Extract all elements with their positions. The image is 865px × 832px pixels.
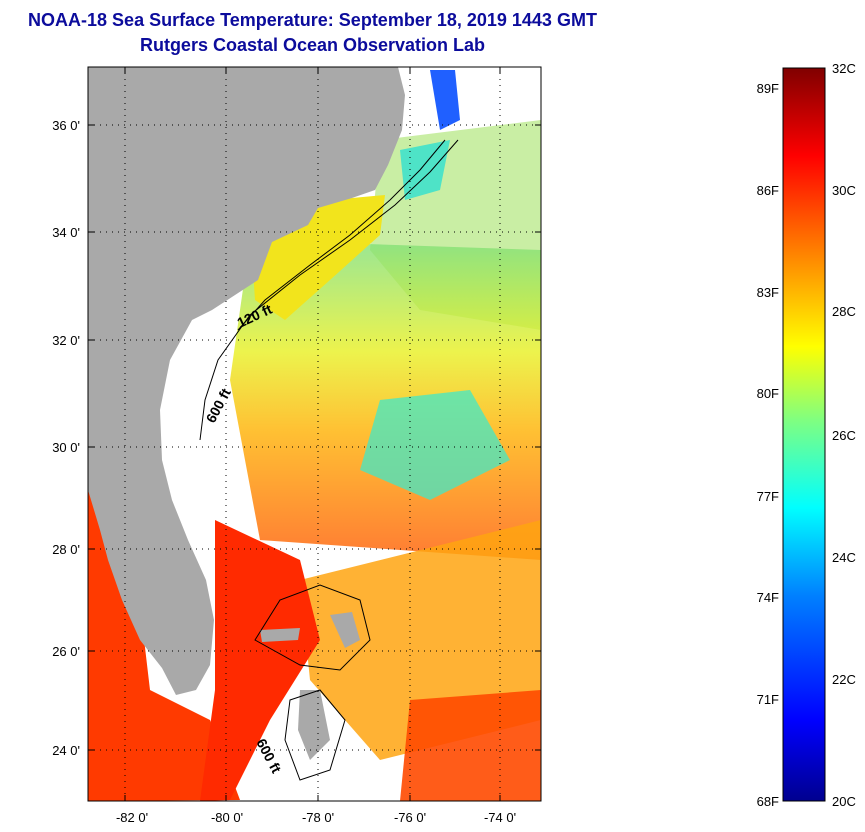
scale-label-fahrenheit: 71F [757,692,779,707]
sst-patch-cyan-north [400,140,450,200]
map-ticks [88,67,541,801]
lon-label: -78 0' [302,810,334,825]
sst-patch-southeast [400,690,541,801]
map-subtitle: Rutgers Coastal Ocean Observation Lab [139,35,486,55]
lon-label: -74 0' [484,810,516,825]
lat-label: 32 0' [52,333,80,348]
lat-label: 28 0' [52,542,80,557]
lat-label: 36 0' [52,118,80,133]
sst-patch-cold-north [430,70,460,130]
isobath-600ft [199,139,459,441]
scale-label-fahrenheit: 77F [757,489,779,504]
scale-label-fahrenheit: 83F [757,285,779,300]
isobath-120ft [237,139,446,331]
lat-label: 30 0' [52,440,80,455]
lon-label: -82 0' [116,810,148,825]
lat-label: 24 0' [52,743,80,758]
lat-lon-grid [88,67,541,801]
color-scale-bar [782,67,826,802]
scale-label-celsius: 20C [832,794,856,809]
land-bahamas-1 [298,690,330,760]
scale-label-fahrenheit: 89F [757,81,779,96]
map-frame [87,66,542,802]
scale-label-celsius: 30C [832,183,856,198]
scale-label-celsius: 26C [832,428,856,443]
land-mainland [88,67,405,695]
scale-label-celsius: 24C [832,550,856,565]
scale-label-celsius: 22C [832,672,856,687]
land-bahamas-2 [330,612,360,648]
map-title: NOAA-18 Sea Surface Temperature: Septemb… [28,10,597,30]
sst-patch-stream [200,520,320,801]
lon-label: -80 0' [211,810,243,825]
isobath-bahamas [254,584,371,781]
scale-label-fahrenheit: 68F [757,794,779,809]
lat-label: 26 0' [52,644,80,659]
scale-label-fahrenheit: 86F [757,183,779,198]
scale-label-celsius: 28C [832,304,856,319]
land-bahamas-3 [260,628,300,642]
scale-label-fahrenheit: 74F [757,590,779,605]
sst-patch-cool [360,390,510,500]
scale-label-celsius: 32C [832,61,856,76]
scale-label-fahrenheit: 80F [757,386,779,401]
lat-label: 34 0' [52,225,80,240]
lon-label: -76 0' [394,810,426,825]
